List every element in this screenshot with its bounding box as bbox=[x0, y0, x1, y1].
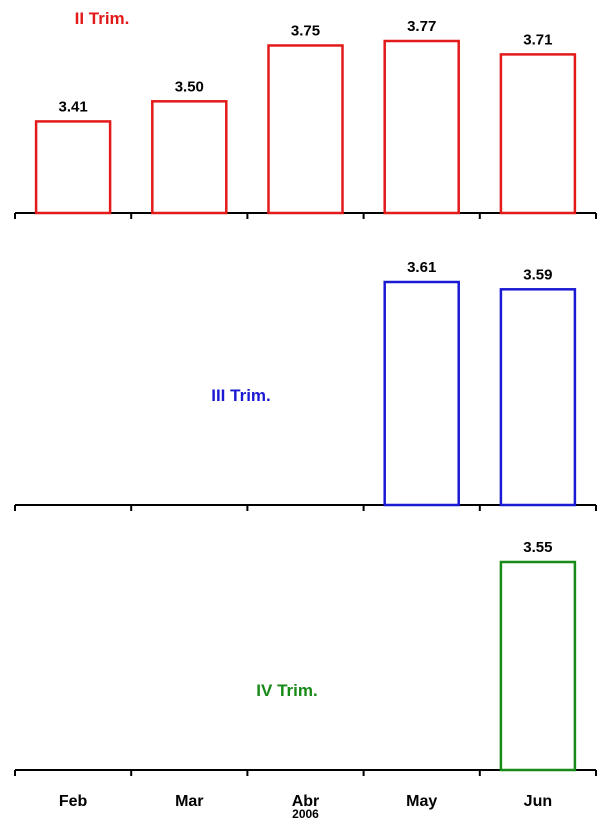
data-label: 3.59 bbox=[523, 266, 552, 283]
x-tick-label: Feb bbox=[59, 793, 88, 810]
panel-title: IV Trim. bbox=[256, 681, 317, 700]
bar-jun bbox=[499, 560, 577, 772]
year-label: 2006 bbox=[292, 807, 319, 818]
data-label: 3.61 bbox=[407, 259, 436, 276]
data-label: 3.55 bbox=[523, 539, 552, 556]
bar-abr bbox=[267, 44, 344, 215]
bar-mar bbox=[151, 100, 228, 215]
chart-panel-1: 3.41 3.50 3.75 3.77 3.71 II Trim. bbox=[14, 9, 597, 219]
bar-may bbox=[383, 280, 460, 507]
x-tick-label: Mar bbox=[175, 793, 203, 810]
bar-feb bbox=[34, 120, 112, 215]
data-label: 3.75 bbox=[291, 22, 320, 39]
data-label: 3.71 bbox=[523, 31, 552, 48]
x-tick-label: Jun bbox=[524, 793, 552, 810]
panel-title: III Trim. bbox=[211, 386, 271, 405]
bar-jun bbox=[499, 288, 577, 507]
chart-panel-3: 3.55 IV Trim. bbox=[14, 539, 597, 776]
x-axis-labels: Feb Mar Abr May Jun 2006 bbox=[59, 793, 552, 818]
panel-title: II Trim. bbox=[75, 9, 130, 28]
data-label: 3.77 bbox=[407, 18, 436, 35]
data-label: 3.50 bbox=[175, 78, 204, 95]
x-tick-label: May bbox=[406, 793, 437, 810]
chart-panel-2: 3.61 3.59 III Trim. bbox=[14, 259, 597, 511]
x-tick-label: Abr bbox=[292, 793, 320, 810]
bar-may bbox=[383, 39, 460, 215]
data-label: 3.41 bbox=[58, 98, 87, 115]
bar-jun bbox=[499, 53, 577, 215]
